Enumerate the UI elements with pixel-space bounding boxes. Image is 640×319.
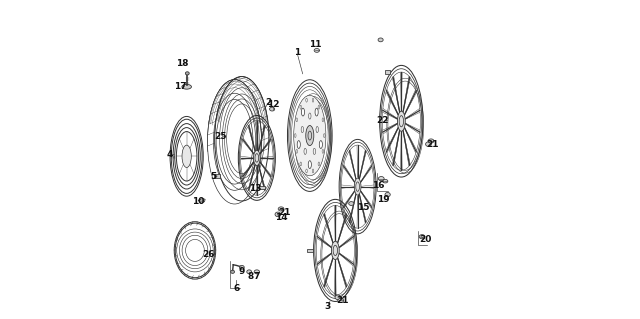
Ellipse shape — [314, 48, 319, 52]
FancyBboxPatch shape — [385, 70, 390, 74]
Text: 4: 4 — [166, 150, 173, 159]
Text: 2: 2 — [265, 98, 271, 107]
Ellipse shape — [297, 141, 300, 148]
Text: 10: 10 — [192, 197, 204, 206]
Ellipse shape — [338, 299, 344, 302]
Ellipse shape — [335, 295, 340, 300]
Ellipse shape — [247, 270, 252, 274]
Text: 21: 21 — [278, 208, 291, 217]
FancyBboxPatch shape — [214, 174, 220, 178]
Ellipse shape — [308, 161, 311, 168]
Ellipse shape — [230, 270, 234, 273]
Text: 18: 18 — [176, 59, 188, 68]
Ellipse shape — [428, 139, 434, 143]
Ellipse shape — [275, 212, 281, 217]
Text: 13: 13 — [250, 184, 262, 193]
Ellipse shape — [385, 192, 390, 197]
Text: 14: 14 — [275, 213, 287, 222]
Text: 9: 9 — [239, 267, 245, 276]
Text: 15: 15 — [357, 204, 369, 212]
Text: 21: 21 — [426, 140, 438, 149]
Ellipse shape — [269, 107, 275, 111]
Ellipse shape — [383, 179, 388, 183]
Ellipse shape — [319, 141, 323, 148]
FancyBboxPatch shape — [307, 249, 313, 252]
Ellipse shape — [182, 84, 191, 89]
Text: 20: 20 — [420, 235, 432, 244]
Text: 1: 1 — [294, 48, 300, 57]
Ellipse shape — [355, 178, 361, 195]
Ellipse shape — [278, 207, 284, 211]
Ellipse shape — [253, 150, 260, 166]
Text: 17: 17 — [174, 82, 187, 91]
Text: 7: 7 — [253, 272, 260, 281]
Text: 6: 6 — [234, 284, 239, 293]
Ellipse shape — [419, 235, 425, 239]
Ellipse shape — [349, 202, 354, 205]
FancyBboxPatch shape — [259, 186, 265, 189]
Ellipse shape — [378, 177, 384, 181]
Ellipse shape — [182, 145, 191, 167]
Text: 3: 3 — [324, 302, 330, 311]
Text: 16: 16 — [372, 181, 384, 190]
Ellipse shape — [332, 241, 339, 260]
Text: 25: 25 — [214, 132, 227, 141]
Text: 26: 26 — [203, 250, 215, 259]
Ellipse shape — [397, 111, 405, 131]
Text: 21: 21 — [337, 296, 349, 305]
Text: 22: 22 — [376, 116, 388, 125]
Ellipse shape — [239, 265, 244, 269]
Text: 19: 19 — [378, 195, 390, 204]
Ellipse shape — [426, 142, 431, 146]
Ellipse shape — [254, 270, 259, 274]
Text: 12: 12 — [268, 100, 280, 109]
Ellipse shape — [294, 95, 326, 176]
Ellipse shape — [315, 108, 318, 116]
Ellipse shape — [186, 72, 189, 75]
Ellipse shape — [378, 38, 383, 42]
Text: 5: 5 — [210, 172, 216, 181]
Text: 11: 11 — [309, 40, 321, 48]
Polygon shape — [198, 198, 205, 204]
Ellipse shape — [301, 108, 305, 116]
Ellipse shape — [306, 126, 314, 145]
Text: 8: 8 — [247, 272, 253, 281]
